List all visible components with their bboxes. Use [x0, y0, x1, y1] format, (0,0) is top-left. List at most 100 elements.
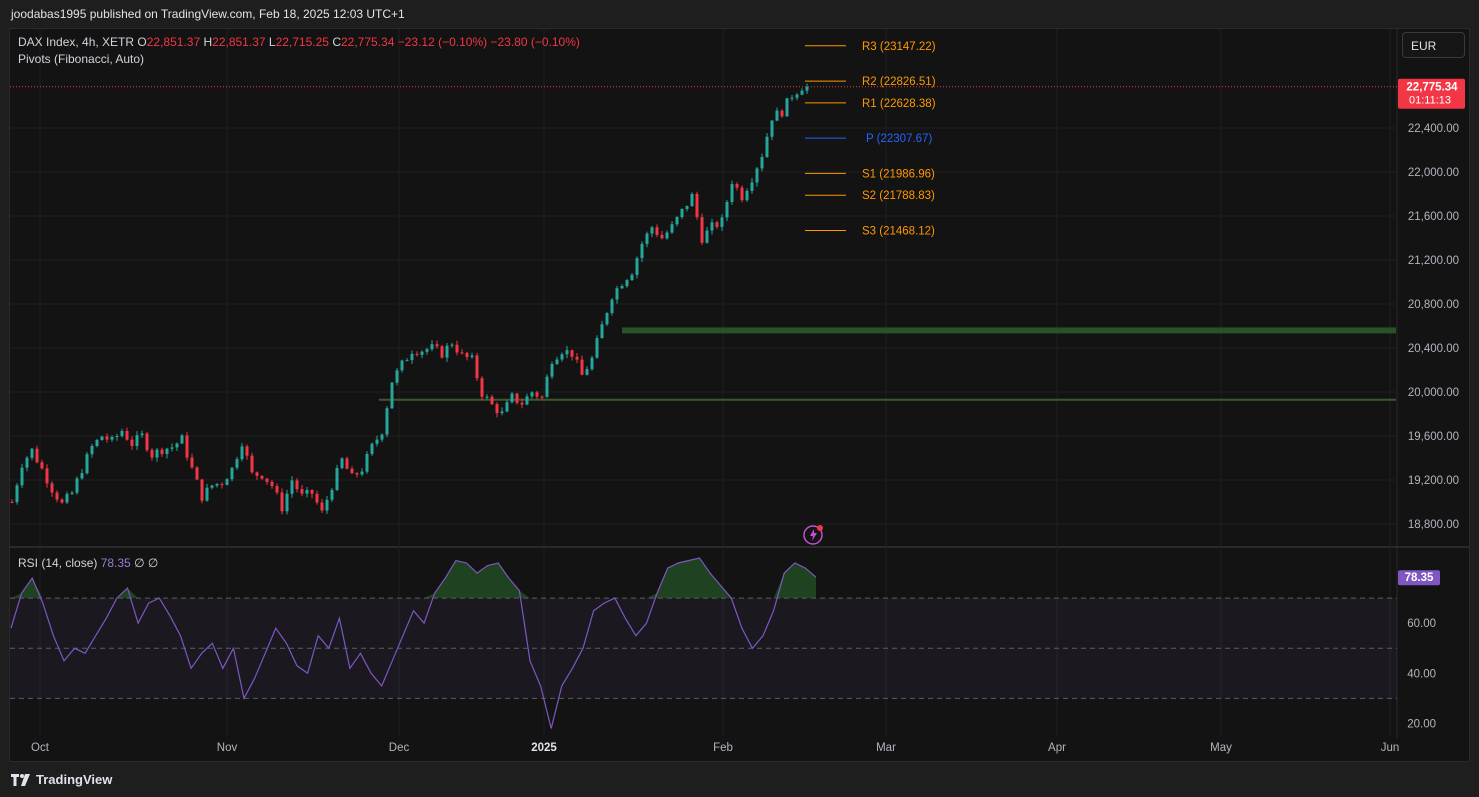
candle-body — [630, 274, 634, 281]
alert-icon — [803, 525, 823, 545]
close-label: C — [332, 35, 341, 49]
candle-body — [140, 433, 144, 436]
price-axis-label: 21,600.00 — [1408, 211, 1459, 223]
candle-body — [530, 392, 534, 397]
time-axis-label: Feb — [713, 742, 733, 754]
candle-body — [795, 94, 799, 98]
candle-body — [760, 156, 764, 169]
candle-body — [440, 346, 444, 358]
candle-body — [95, 439, 99, 446]
candle-body — [325, 499, 329, 511]
candle-body — [460, 352, 464, 354]
candle-body — [55, 492, 59, 500]
candle-body — [745, 190, 749, 201]
candle-body — [465, 352, 469, 358]
candle-body — [620, 286, 624, 289]
open-value: 22,851.37 — [146, 35, 201, 49]
candle-body — [580, 359, 584, 375]
candle-body — [40, 462, 44, 469]
candle-body — [150, 450, 154, 458]
notification-dot-icon — [817, 525, 823, 531]
pivot-label-s2: S2 (21788.83) — [862, 190, 935, 202]
candle-body — [185, 435, 189, 458]
candle-body — [365, 453, 369, 472]
candle-body — [410, 353, 414, 361]
candle-body — [750, 182, 754, 191]
currency-button[interactable]: EUR — [1402, 32, 1465, 58]
candle-body — [775, 110, 779, 121]
candle-body — [215, 483, 219, 486]
candle-body — [235, 459, 239, 468]
top-bar: joodabas1995 published on TradingView.co… — [0, 0, 1479, 28]
candle-body — [350, 468, 354, 474]
chart-frame[interactable] — [9, 28, 1470, 762]
candle-body — [780, 110, 784, 117]
candle-body — [640, 243, 644, 259]
candle-body — [230, 467, 234, 480]
time-axis-label: Dec — [389, 742, 410, 754]
time-axis-label: Nov — [217, 742, 238, 754]
candle-body — [545, 376, 549, 397]
candle-body — [665, 232, 669, 239]
candle-body — [395, 370, 399, 383]
candle-body — [595, 338, 599, 358]
candle-body — [115, 436, 119, 438]
candle-body — [295, 480, 299, 490]
candle-body — [75, 478, 79, 493]
price-axis-label: 18,800.00 — [1408, 519, 1459, 531]
candle-body — [250, 455, 254, 473]
candle-body — [380, 434, 384, 440]
candle-body — [145, 433, 149, 451]
candle-body — [635, 258, 639, 275]
high-label: H — [203, 35, 213, 49]
candle-body — [90, 445, 94, 455]
rsi-extra-2: ∅ — [147, 556, 159, 570]
price-axis-label: 22,400.00 — [1408, 123, 1459, 135]
pivot-label-s1: S1 (21986.96) — [862, 168, 935, 180]
candle-body — [275, 486, 279, 493]
low-value: 22,715.25 — [275, 35, 329, 49]
candle-body — [10, 502, 14, 503]
brand-name: TradingView — [36, 772, 113, 787]
candle-body — [675, 217, 679, 225]
rsi-axis-label: 20.00 — [1407, 718, 1436, 730]
candle-body — [155, 449, 159, 458]
candle-body — [730, 184, 734, 202]
candle-body — [755, 168, 759, 183]
candle-body — [240, 446, 244, 460]
time-axis-label: May — [1210, 742, 1232, 754]
candle-body — [50, 483, 54, 493]
current-price-value: 22,775.34 — [1406, 82, 1458, 94]
candle-body — [450, 344, 454, 346]
tradingview-logo[interactable]: TradingView — [11, 772, 112, 787]
candle-body — [315, 493, 319, 503]
candle-body — [495, 404, 499, 414]
candle-body — [65, 493, 69, 503]
candle-body — [190, 457, 194, 468]
rsi-axis-label: 60.00 — [1407, 618, 1436, 630]
candle-body — [415, 353, 419, 355]
candle-body — [375, 439, 379, 444]
candle-body — [700, 217, 704, 243]
candle-body — [690, 193, 694, 207]
candle-body — [695, 193, 699, 218]
candle-body — [300, 489, 304, 494]
rsi-extra-1: ∅ — [134, 556, 145, 570]
candle-body — [540, 396, 544, 398]
candle-body — [400, 360, 404, 371]
current-price-tag — [1398, 78, 1465, 109]
candle-body — [740, 187, 744, 201]
candle-body — [20, 467, 24, 486]
candle-body — [120, 430, 124, 437]
candle-body — [490, 396, 494, 405]
price-axis-label: 20,400.00 — [1408, 343, 1459, 355]
indicator-legend[interactable]: Pivots (Fibonacci, Auto) — [18, 52, 145, 66]
candle-body — [505, 402, 509, 412]
support-zone-upper — [622, 327, 1396, 334]
candle-body — [210, 485, 214, 488]
candle-body — [430, 344, 434, 350]
rsi-legend[interactable]: RSI (14, close) 78.35 ∅ ∅ — [18, 556, 158, 570]
candle-body — [195, 467, 199, 480]
candle-body — [785, 98, 789, 117]
